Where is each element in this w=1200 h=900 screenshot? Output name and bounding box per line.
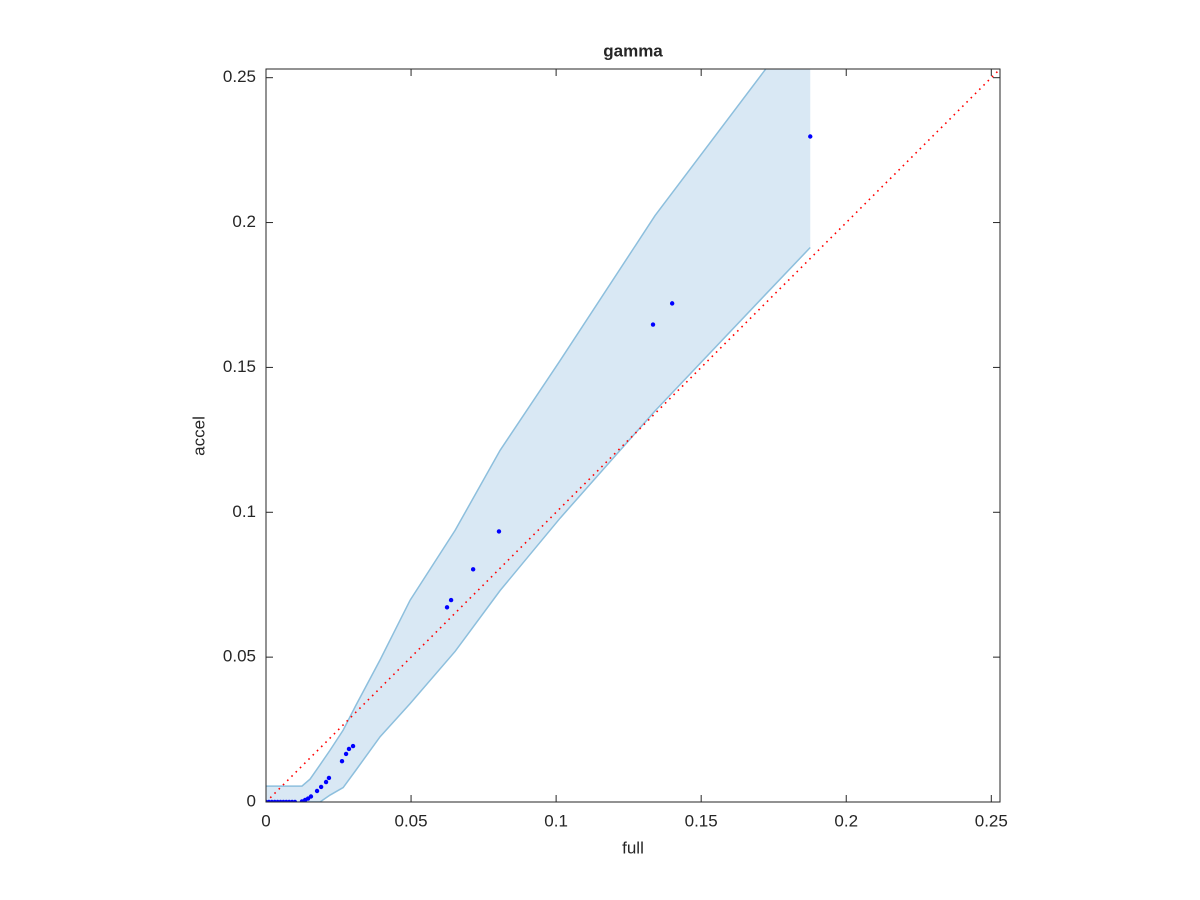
plot-area	[266, 69, 1000, 802]
x-tick-label: 0.1	[544, 811, 568, 830]
band-fill	[266, 69, 811, 802]
x-axis-label: full	[622, 838, 644, 857]
data-point	[326, 775, 332, 781]
reference-line	[266, 69, 1000, 802]
data-point	[496, 529, 502, 534]
x-tick-label: 0.2	[834, 811, 858, 830]
data-point	[650, 322, 656, 327]
x-tick-label: 0	[261, 811, 270, 830]
chart-title: gamma	[603, 41, 663, 60]
y-tick-label: 0.2	[232, 212, 256, 231]
x-tick-label: 0.05	[395, 811, 428, 830]
data-point	[350, 743, 356, 749]
data-point	[323, 779, 329, 785]
data-point	[339, 758, 345, 764]
data-point	[346, 746, 352, 752]
data-point	[669, 301, 675, 306]
x-tick-label: 0.15	[685, 811, 718, 830]
data-point	[444, 605, 450, 610]
data-point	[292, 799, 298, 802]
x-tick-label: 0.25	[975, 811, 1008, 830]
band-upper-edge	[266, 69, 767, 787]
y-axis-label: accel	[189, 416, 208, 456]
band-lower-edge	[266, 246, 811, 802]
y-tick-label: 0.15	[223, 357, 256, 376]
data-point	[343, 751, 349, 757]
y-tick-label: 0	[247, 791, 256, 810]
axes-box	[265, 68, 1001, 803]
data-point	[318, 784, 324, 790]
data-point	[808, 134, 813, 139]
data-point	[308, 794, 314, 799]
y-tick-label: 0.1	[232, 502, 256, 521]
y-tick-label: 0.25	[223, 67, 256, 86]
data-point	[470, 567, 476, 572]
y-tick-label: 0.05	[223, 647, 256, 666]
data-point	[314, 788, 320, 794]
data-point	[448, 597, 454, 603]
